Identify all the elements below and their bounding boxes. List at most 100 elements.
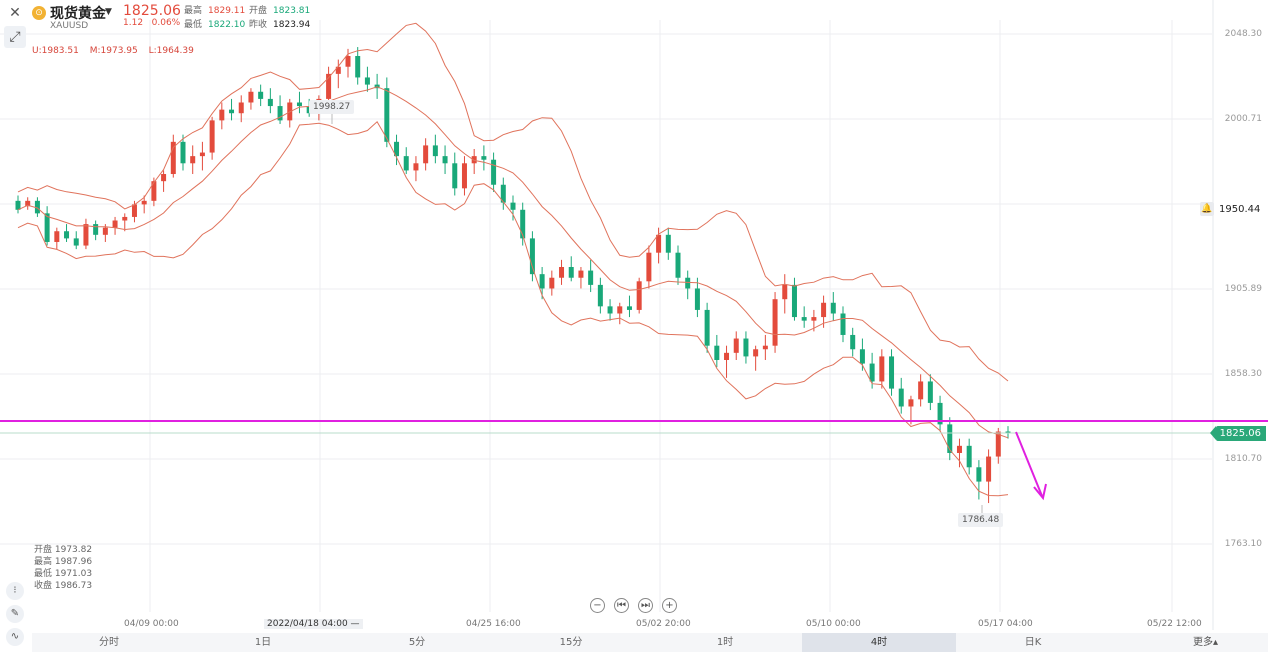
candle-body: [850, 334, 856, 350]
candle-body: [277, 106, 283, 121]
candle-body: [442, 156, 448, 164]
candle-body: [122, 216, 128, 221]
candle-body: [452, 163, 458, 189]
boll-legend: U:1983.51 M:1973.95 L:1964.39: [32, 46, 202, 56]
candle-body: [44, 213, 50, 242]
candle-body: [209, 120, 215, 153]
period-tab[interactable]: 分时: [99, 637, 119, 648]
symbol-name[interactable]: 现货黄金: [50, 6, 106, 22]
x-tick-crosshair: 2022/04/18 04:00 —: [264, 619, 363, 629]
boll-lower-line: [17, 121, 1009, 497]
candle-body: [694, 288, 700, 310]
candle-body: [908, 399, 914, 407]
candle-body: [170, 141, 176, 175]
stat-prev-close: 昨收 1823.94: [249, 17, 310, 30]
candle-body: [937, 402, 943, 425]
candle-body: [956, 445, 962, 453]
candle-body: [267, 98, 273, 107]
period-tab[interactable]: 1时: [716, 637, 734, 648]
candle-body: [258, 91, 264, 99]
period-tab[interactable]: 5分: [408, 637, 426, 648]
candle-body: [578, 270, 584, 278]
candle-body: [762, 345, 768, 350]
zoom-out-button[interactable]: −: [590, 598, 605, 613]
period-tab[interactable]: 15分: [559, 637, 583, 648]
candle-body: [656, 234, 662, 253]
candle-body: [889, 356, 895, 389]
period-tab[interactable]: 日K: [1024, 637, 1042, 648]
ohlc-open: 开盘 1973.82: [34, 545, 93, 555]
stat-low-value: 1822.10: [208, 20, 246, 30]
candle-body: [617, 306, 623, 314]
candle-body: [520, 209, 526, 239]
ohlc-info: 开盘 1973.82 最高 1987.96 最低 1971.03 收盘 1986…: [34, 544, 92, 592]
candle-body: [529, 238, 535, 275]
candle-body: [840, 313, 846, 335]
candle-body: [1005, 431, 1011, 434]
expand-icon[interactable]: ⤢: [4, 26, 26, 48]
boll-lower: L:1964.39: [148, 46, 194, 56]
candle-body: [141, 200, 147, 205]
chevron-down-icon[interactable]: ▼: [105, 7, 112, 17]
candle-body: [481, 156, 487, 160]
bell-icon[interactable]: 🔔: [1200, 202, 1214, 216]
zoom-in-button[interactable]: +: [662, 598, 677, 613]
indicator-icon[interactable]: ⁝: [6, 582, 24, 600]
high-price-tag: 1998.27: [309, 100, 355, 114]
candle-body: [724, 352, 730, 360]
candle-body: [821, 302, 827, 318]
candle-body: [403, 156, 409, 171]
left-toolbar: ✕ ⤢: [4, 2, 28, 50]
candle-body: [471, 156, 477, 164]
period-tab[interactable]: 1日: [254, 637, 272, 648]
boll-upper: U:1983.51: [32, 46, 79, 56]
y-tick: 1858.30: [1224, 369, 1262, 379]
candle-body: [568, 267, 574, 278]
x-tick: 04/09 00:00: [124, 619, 179, 629]
candle-body: [714, 345, 720, 360]
stat-high-value: 1829.11: [208, 6, 246, 16]
candle-body: [461, 163, 467, 189]
scroll-first-button[interactable]: ⏮: [614, 598, 629, 613]
close-icon[interactable]: ✕: [9, 5, 21, 21]
candle-body: [423, 145, 429, 164]
candle-body: [190, 156, 196, 164]
candle-body: [665, 234, 671, 253]
candle-body: [918, 381, 924, 400]
candle-body: [986, 456, 992, 482]
ohlc-close: 收盘 1986.73: [34, 581, 93, 591]
ohlc-low: 最低 1971.03: [34, 569, 93, 579]
period-tab-active[interactable]: 4时: [802, 633, 956, 652]
stat-open-value: 1823.81: [273, 6, 311, 16]
x-tick: 04/25 16:00: [466, 619, 521, 629]
candle-body: [296, 102, 302, 107]
scroll-last-button[interactable]: ⏭: [638, 598, 653, 613]
change-value: 1.12: [123, 18, 144, 28]
candle-body: [772, 299, 778, 346]
candle-body: [355, 55, 361, 78]
alert-value: 1950.44: [1219, 203, 1261, 215]
pencil-icon[interactable]: ✎: [6, 605, 24, 623]
candle-body: [869, 363, 875, 382]
y-tick: 1763.10: [1224, 539, 1262, 549]
candle-body: [879, 356, 885, 382]
candle-body: [675, 252, 681, 278]
stat-low: 最低 1822.10: [184, 17, 245, 30]
boll-middle: M:1973.95: [89, 46, 138, 56]
current-price-tag: 1825.06: [1210, 426, 1266, 441]
more-periods-button[interactable]: 更多▴: [1192, 637, 1218, 648]
candle-body: [34, 200, 40, 214]
candle-body: [753, 349, 759, 357]
candle-body: [636, 281, 642, 310]
candle-body: [199, 152, 205, 157]
candle-body: [131, 204, 137, 217]
boll-upper-line: [17, 22, 1009, 382]
candle-body: [161, 174, 167, 182]
stat-high: 最高 1829.11: [184, 3, 245, 16]
candle-body: [607, 306, 613, 314]
price-alert[interactable]: 🔔 1950.44: [1200, 202, 1260, 216]
price-change: 1.12 0.06%: [123, 18, 180, 28]
wave-icon[interactable]: ∿: [6, 628, 24, 646]
